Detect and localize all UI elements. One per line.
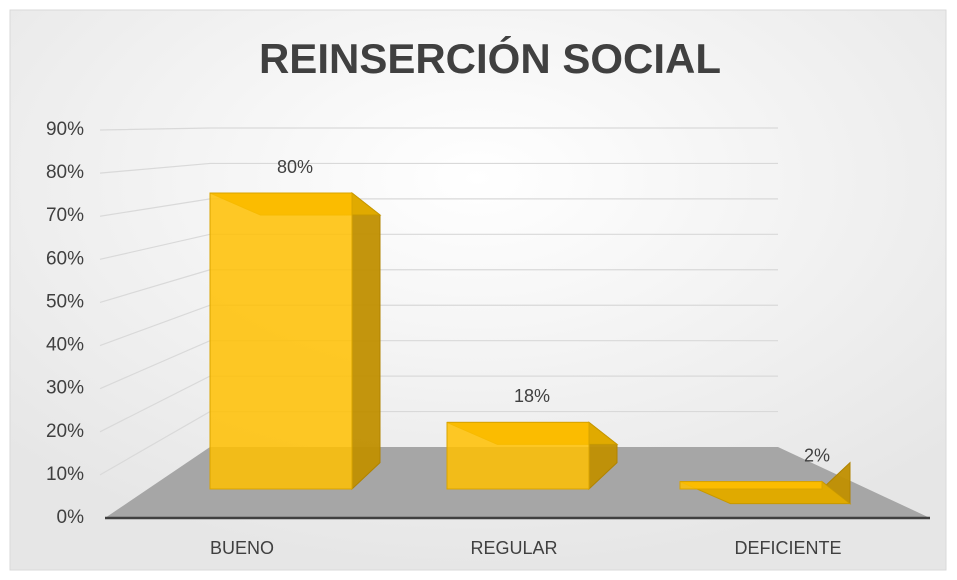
data-label: 18% (514, 386, 550, 406)
y-tick-label: 40% (46, 335, 84, 356)
x-tick-label: DEFICIENTE (734, 538, 841, 558)
y-tick-label: 60% (46, 248, 84, 269)
bar (679, 481, 823, 490)
data-label: 80% (277, 157, 313, 177)
x-tick-label: BUENO (210, 538, 274, 558)
y-tick-label: 30% (46, 378, 84, 399)
y-tick-label: 10% (46, 464, 84, 485)
bar (446, 421, 590, 490)
y-tick-label: 20% (46, 421, 84, 442)
y-tick-label: 90% (46, 119, 84, 140)
grid-line (99, 127, 778, 131)
y-tick-label: 70% (46, 205, 84, 226)
y-tick-label: 0% (57, 507, 85, 528)
x-tick-label: REGULAR (470, 538, 557, 558)
bar-side (351, 191, 381, 491)
y-tick-label: 50% (46, 291, 84, 312)
chart-title: REINSERCIÓN SOCIAL (259, 34, 721, 82)
y-tick-label: 80% (46, 162, 84, 183)
bar (209, 192, 353, 490)
grid-line (99, 162, 778, 174)
data-label: 2% (804, 445, 830, 465)
